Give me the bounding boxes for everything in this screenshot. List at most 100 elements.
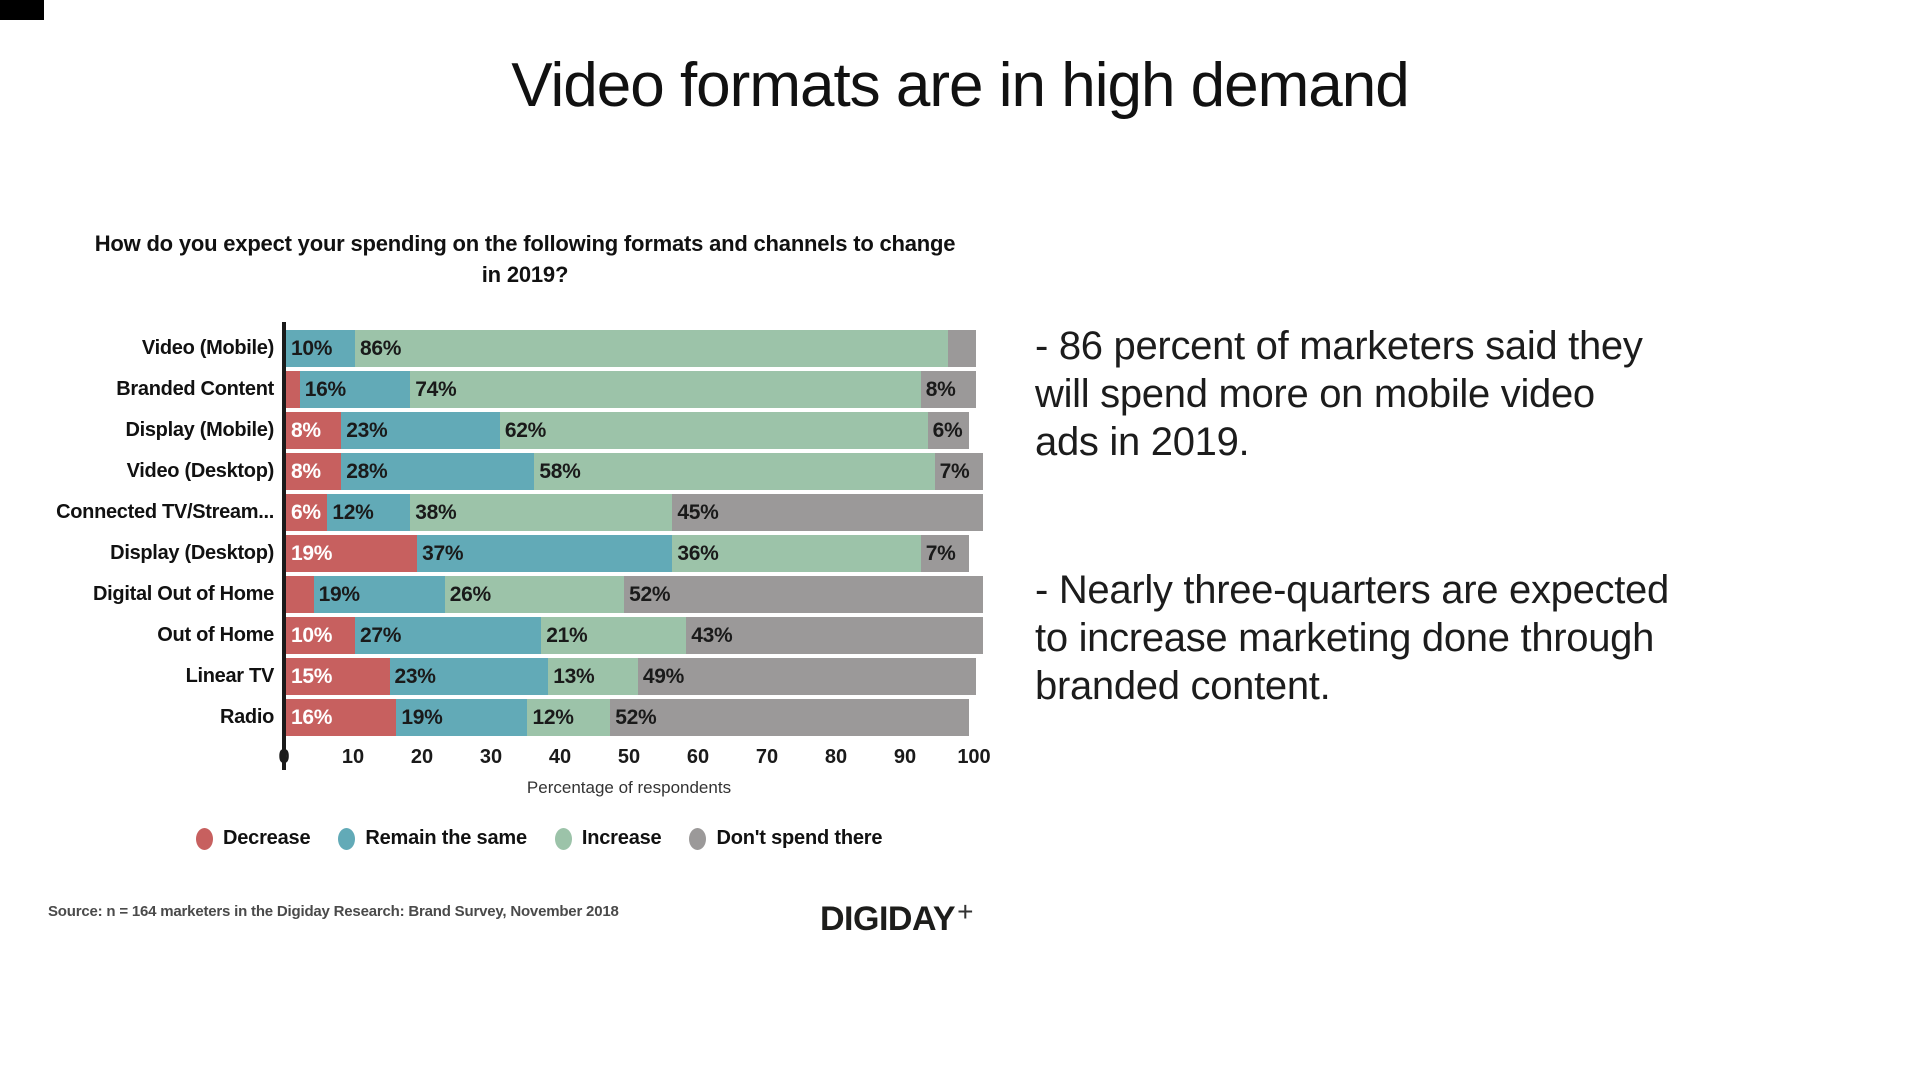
bar-value-label: 38% — [415, 501, 457, 524]
chart-title: How do you expect your spending on the f… — [94, 231, 956, 287]
bar-segment-don-t-spend-there: 45% — [672, 494, 983, 531]
legend-dot-icon — [689, 827, 707, 850]
bar-value-label: 13% — [553, 665, 595, 688]
chart-row: Branded Content 16% 74% 8% — [0, 371, 1010, 408]
bar-segment-increase: 58% — [534, 453, 935, 490]
bar-segment-don-t-spend-there: 8% — [920, 371, 976, 408]
bar-segment-don-t-spend-there: 7% — [920, 535, 970, 572]
category-label: Out of Home — [157, 624, 274, 646]
bar-segment-decrease — [286, 371, 300, 408]
legend-item-remain-the-same: Remain the same — [338, 827, 527, 850]
bar-segment-remain-the-same: 10% — [286, 330, 355, 367]
bar-value-label: 7% — [925, 542, 956, 565]
chart-row: Display (Mobile) 8% 23% 62% 6% — [0, 412, 1010, 449]
chart-row: Linear TV 15% 23% 13% 49% — [0, 658, 1010, 695]
bar-value-label: 49% — [642, 665, 685, 688]
bar-value-label: 62% — [504, 419, 547, 442]
bar-value-label: 16% — [304, 378, 346, 401]
bar-segment-don-t-spend-there: 7% — [934, 453, 983, 490]
bar-segment-decrease: 15% — [286, 658, 390, 695]
legend-item-don-t-spend-there: Don't spend there — [689, 827, 882, 850]
bar-segment-decrease: 10% — [286, 617, 355, 654]
bar-value-label: 19% — [401, 706, 443, 729]
bar-value-label: 6% — [291, 501, 321, 524]
stacked-bar: 8% 28% 58% 7% — [286, 453, 983, 490]
chart-row: Out of Home 10% 27% 21% 43% — [0, 617, 1010, 654]
bar-segment-increase: 74% — [410, 371, 921, 408]
stacked-bar-chart: Video (Mobile) 10% 86% Branded Content 16% 74… — [0, 330, 1010, 740]
y-axis-line — [282, 322, 286, 770]
legend-dot-icon — [196, 827, 213, 850]
x-tick-label: 40 — [548, 746, 572, 768]
category-label: Display (Mobile) — [125, 419, 274, 441]
bar-segment-decrease: 6% — [286, 494, 328, 531]
bar-segment-increase: 86% — [355, 330, 949, 367]
legend-label: Remain the same — [365, 827, 527, 849]
bar-segment-increase: 26% — [444, 576, 625, 613]
bar-segment-decrease: 8% — [286, 412, 342, 449]
x-tick-label: 30 — [479, 746, 503, 768]
category-label: Display (Desktop) — [110, 542, 274, 564]
bar-segment-don-t-spend-there: 49% — [637, 658, 976, 695]
stacked-bar: 19% 37% 36% 7% — [286, 535, 970, 572]
bar-value-label: 86% — [360, 337, 402, 360]
legend-label: Don't spend there — [716, 827, 883, 849]
category-label: Branded Content — [116, 378, 274, 400]
bar-value-label: 36% — [677, 542, 719, 565]
bar-value-label: 7% — [939, 460, 970, 483]
screen-corner-artifact — [0, 0, 44, 20]
bar-value-label: 16% — [291, 706, 333, 729]
bar-value-label: 52% — [615, 706, 657, 729]
chart-row: Digital Out of Home 19% 26% 52% — [0, 576, 1010, 613]
chart-row: Video (Desktop) 8% 28% 58% 7% — [0, 453, 1010, 490]
category-label: Video (Mobile) — [141, 337, 274, 359]
plus-icon: + — [957, 896, 974, 927]
legend-dot-icon — [554, 827, 572, 850]
bar-segment-don-t-spend-there — [948, 330, 976, 367]
bar-value-label: 6% — [932, 419, 963, 442]
legend-item-increase: Increase — [554, 827, 662, 850]
bar-value-label: 8% — [291, 460, 321, 483]
category-label: Linear TV — [185, 665, 275, 687]
bar-value-label: 8% — [291, 419, 321, 442]
legend-label: Decrease — [223, 827, 311, 849]
bar-segment-increase: 12% — [527, 699, 611, 736]
bar-segment-remain-the-same: 28% — [341, 453, 535, 490]
bar-segment-remain-the-same: 23% — [341, 412, 500, 449]
x-tick-label: 100 — [957, 746, 991, 768]
bar-segment-don-t-spend-there: 52% — [610, 699, 970, 736]
bar-segment-remain-the-same: 23% — [389, 658, 549, 695]
bar-value-label: 52% — [629, 583, 671, 606]
digiday-wordmark: DIGIDAY — [820, 900, 956, 938]
digiday-logo: DIGIDAY+ — [820, 896, 973, 939]
bar-segment-remain-the-same: 19% — [396, 699, 528, 736]
bar-value-label: 45% — [677, 501, 719, 524]
bar-value-label: 21% — [546, 624, 588, 647]
bar-value-label: 8% — [925, 378, 956, 401]
stacked-bar: 10% 86% — [286, 330, 976, 367]
bar-value-label: 58% — [539, 460, 581, 483]
bar-value-label: 43% — [691, 624, 733, 647]
legend-dot-icon — [338, 827, 356, 850]
bar-value-label: 19% — [318, 583, 360, 606]
bar-segment-remain-the-same: 16% — [299, 371, 411, 408]
bar-value-label: 74% — [415, 378, 457, 401]
bar-value-label: 26% — [449, 583, 491, 606]
bar-value-label: 15% — [291, 665, 333, 688]
x-tick-label: 10 — [341, 746, 365, 768]
stacked-bar: 19% 26% 52% — [286, 576, 983, 613]
bar-value-label: 27% — [360, 624, 402, 647]
bar-segment-decrease — [286, 576, 314, 613]
bar-value-label: 10% — [291, 624, 333, 647]
insight-paragraph-2: - Nearly three-quarters are expected to … — [1035, 568, 1669, 708]
bar-value-label: 12% — [532, 706, 574, 729]
bar-segment-decrease: 19% — [286, 535, 418, 572]
legend-label: Increase — [581, 827, 662, 849]
x-tick-label: 20 — [410, 746, 434, 768]
bar-segment-increase: 38% — [410, 494, 673, 531]
bar-value-label: 37% — [422, 542, 464, 565]
bar-segment-decrease: 8% — [286, 453, 342, 490]
bar-value-label: 10% — [291, 337, 333, 360]
bar-segment-don-t-spend-there: 52% — [624, 576, 983, 613]
stacked-bar: 10% 27% 21% 43% — [286, 617, 983, 654]
